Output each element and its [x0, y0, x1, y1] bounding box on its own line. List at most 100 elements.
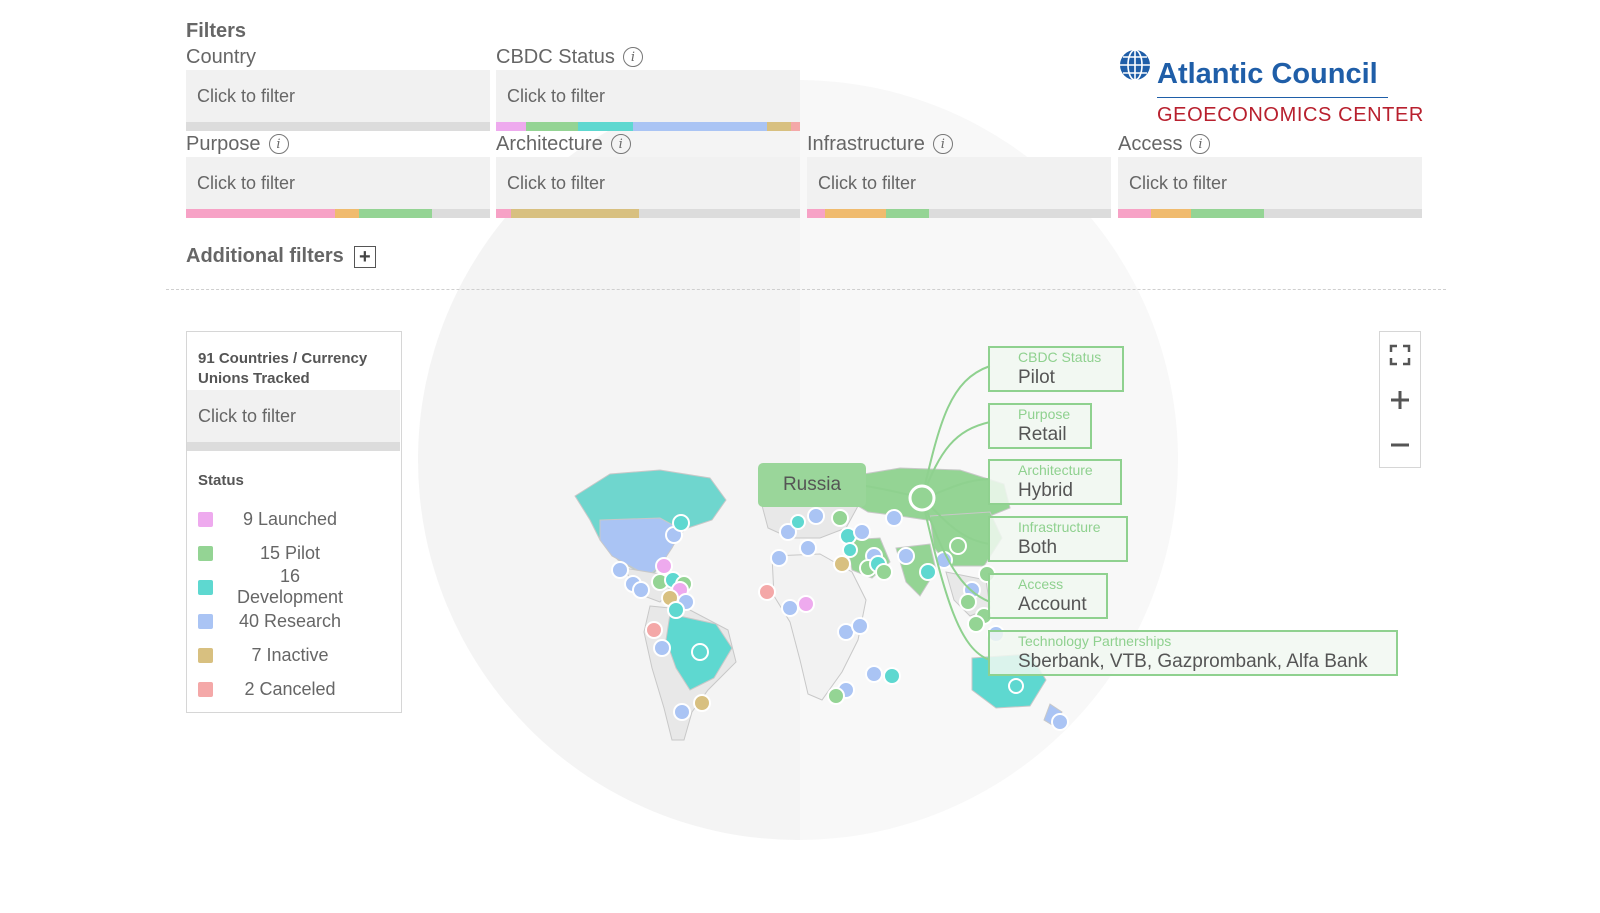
bar-segment-canceled [790, 122, 800, 131]
info-icon[interactable]: i [932, 134, 953, 154]
callout-value: Hybrid [1018, 480, 1073, 501]
country-filter-input[interactable]: Click to filter [186, 70, 490, 122]
point-research[interactable] [611, 561, 629, 579]
plus-box-icon[interactable]: + [353, 245, 376, 268]
info-icon[interactable]: i [268, 134, 289, 154]
info-icon[interactable]: i [1190, 134, 1211, 154]
logo-divider [1157, 97, 1388, 98]
infrastructure-filter-bar [807, 209, 1111, 218]
legend-item-inactive[interactable]: 7 Inactive [198, 638, 385, 672]
country-filter: Country Click to filter [186, 44, 490, 131]
purpose-filter: Purpose i Click to filter [186, 131, 490, 218]
point-inactive[interactable] [693, 694, 711, 712]
info-icon[interactable]: i [610, 134, 631, 154]
point-pilot[interactable] [959, 593, 977, 611]
selected-country-tag[interactable]: Russia [758, 463, 866, 507]
access-filter-input[interactable]: Click to filter [1118, 157, 1422, 209]
map-points[interactable] [611, 507, 1069, 731]
point-development[interactable] [790, 514, 806, 530]
russia-hub-point[interactable] [908, 484, 936, 512]
callout-purpose: Purpose Retail [988, 403, 1092, 449]
point-canceled[interactable] [645, 621, 663, 639]
point-research[interactable] [865, 665, 883, 683]
point-launched[interactable] [797, 595, 815, 613]
cbdc-status-filter-bar [496, 122, 800, 131]
legend-item-canceled[interactable]: 2 Canceled [198, 672, 385, 706]
bar-segment-retail [186, 209, 335, 218]
infrastructure-filter-input[interactable]: Click to filter [807, 157, 1111, 209]
legend-item-development[interactable]: 16 Development [198, 566, 385, 607]
legend-label: 7 Inactive [251, 644, 329, 665]
point-canceled[interactable] [758, 583, 776, 601]
point-development[interactable] [691, 643, 709, 661]
callout-label: Access [1018, 576, 1064, 592]
section-divider [166, 289, 1446, 290]
purpose-filter-label: Purpose [186, 132, 261, 155]
point-pilot[interactable] [949, 537, 967, 555]
legend-item-launched[interactable]: 9 Launched [198, 502, 385, 536]
country-filter-bar [186, 122, 490, 131]
point-pilot[interactable] [967, 615, 985, 633]
callout-technology-partnerships: Technology Partnerships Sberbank, VTB, G… [988, 630, 1398, 676]
status-panel: 91 Countries / Currency Unions Tracked C… [186, 331, 402, 713]
point-research[interactable] [653, 639, 671, 657]
status-legend: 9 Launched 15 Pilot 16 Development 40 Re… [198, 502, 385, 706]
point-research[interactable] [897, 547, 915, 565]
point-development[interactable] [667, 601, 685, 619]
point-inactive[interactable] [833, 555, 851, 573]
access-filter-label: Access [1118, 132, 1183, 155]
cbdc-status-filter: CBDC Status i Click to filter [496, 44, 800, 131]
bar-segment-pilot [526, 122, 579, 131]
callout-label: CBDC Status [1018, 349, 1102, 365]
point-research[interactable] [673, 703, 691, 721]
legend-item-pilot[interactable]: 15 Pilot [198, 536, 385, 570]
point-development[interactable] [672, 514, 690, 532]
callout-architecture: Architecture Hybrid [988, 459, 1122, 505]
point-launched[interactable] [842, 542, 858, 558]
countries-tracked-title: 91 Countries / Currency Unions Tracked [198, 350, 368, 387]
point-research[interactable] [885, 509, 903, 527]
callout-value: Account [1018, 594, 1087, 615]
point-research[interactable] [779, 523, 797, 541]
fullscreen-icon [1389, 344, 1411, 365]
infrastructure-filter: Infrastructure i Click to filter [807, 131, 1111, 218]
architecture-filter-input[interactable]: Click to filter [496, 157, 800, 209]
bar-segment-pink [496, 209, 512, 218]
cbdc-status-filter-input[interactable]: Click to filter [496, 70, 800, 122]
point-development[interactable] [919, 563, 937, 581]
zoom-out-button[interactable] [1380, 422, 1420, 467]
zoom-in-button[interactable] [1380, 377, 1420, 422]
point-research[interactable] [799, 539, 817, 557]
point-research[interactable] [1051, 713, 1069, 731]
bar-segment-both [334, 209, 360, 218]
bar-segment-green [1190, 209, 1264, 218]
additional-filters-toggle[interactable]: Additional filters + [186, 245, 376, 268]
callout-value: Retail [1018, 424, 1067, 445]
access-filter: Access i Click to filter [1118, 131, 1422, 218]
purpose-filter-input[interactable]: Click to filter [186, 157, 490, 209]
point-research[interactable] [781, 599, 799, 617]
bar-segment-development [578, 122, 633, 131]
point-research[interactable] [853, 523, 871, 541]
info-icon[interactable]: i [622, 47, 643, 67]
point-development[interactable] [1008, 678, 1024, 694]
point-pilot[interactable] [831, 509, 849, 527]
point-research[interactable] [632, 581, 650, 599]
legend-swatch-development [198, 579, 213, 595]
bar-segment-orange [825, 209, 887, 218]
additional-filters-label: Additional filters [186, 245, 344, 267]
point-research[interactable] [770, 549, 788, 567]
point-development[interactable] [883, 667, 901, 685]
map-controls [1379, 331, 1421, 468]
point-pilot[interactable] [875, 563, 893, 581]
legend-item-research[interactable]: 40 Research [198, 604, 385, 638]
fullscreen-button[interactable] [1380, 332, 1420, 377]
callout-label: Technology Partnerships [1018, 633, 1172, 649]
countries-filter-input[interactable]: Click to filter [187, 390, 400, 442]
point-pilot[interactable] [827, 687, 845, 705]
access-filter-bar [1118, 209, 1422, 218]
point-launched[interactable] [655, 557, 673, 575]
point-research[interactable] [807, 507, 825, 525]
point-research[interactable] [851, 617, 869, 635]
